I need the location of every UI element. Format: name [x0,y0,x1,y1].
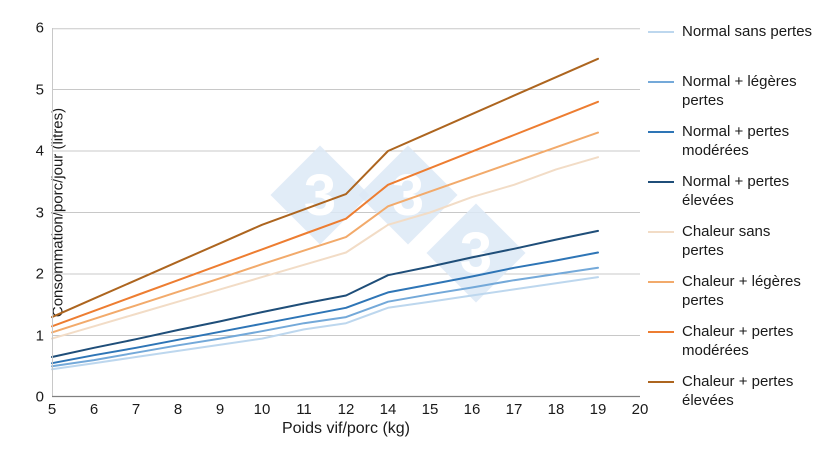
legend: Normal sans pertes Normal + légères perte… [648,22,816,410]
legend-item-label: Chaleur + pertes modérées [682,323,794,359]
data-line [51,57,599,319]
data-line [51,266,599,368]
legend-item: Normal sans pertes [648,22,816,60]
x-tick-label: 10 [253,401,271,418]
x-tick-label: 11 [296,401,312,418]
y-tick-label: 4 [35,142,44,160]
legend-line-swatch [648,331,674,333]
legend-item: Chaleur + légères pertes [648,272,816,310]
legend-item-label: Chaleur sans pertes [682,223,771,259]
x-tick-label: 6 [89,401,99,418]
legend-item: Chaleur + pertes élevées [648,372,816,410]
data-line [51,229,599,358]
legend-line-swatch [648,81,674,83]
legend-line-swatch [648,131,674,133]
x-tick-label: 16 [463,401,481,418]
x-tick-label: 15 [421,401,439,418]
data-line [51,131,599,334]
x-tick-label: 14 [379,401,397,418]
legend-item-label: Normal sans pertes [682,23,813,40]
y-tick-label: 3 [35,204,44,221]
legend-line-swatch [648,231,674,233]
legend-line-swatch [648,181,674,183]
x-tick-label: 18 [547,401,565,418]
legend-line-swatch [648,31,674,33]
legend-item-label: Chaleur + légères pertes [682,273,801,309]
x-tick-label: 19 [589,401,607,418]
y-tick-label: 5 [35,81,44,98]
y-tick-label: 2 [35,265,44,283]
y-tick-label: 0 [35,388,44,406]
y-tick-label: 1 [35,327,44,344]
plot-area: 3 33 [51,28,640,398]
y-tick-label: 6 [35,19,44,37]
data-line [51,100,599,328]
legend-item: Normal + pertes élevées [648,172,816,210]
legend-item: Normal + légères pertes [648,72,816,110]
x-tick-label: 7 [131,401,141,418]
legend-line-swatch [648,281,674,283]
x-tick-label: 9 [215,401,225,418]
legend-line-swatch [648,381,674,383]
legend-item: Normal + pertes modérées [648,122,816,160]
legend-item-label: Chaleur + pertes élevées [682,373,794,409]
data-line [51,251,599,365]
x-tick-label: 5 [47,401,57,418]
data-line [51,156,599,340]
x-tick-label: 12 [337,401,355,418]
x-axis-title: Poids vif/porc (kg) [281,420,411,437]
x-tick-label: 20 [631,401,649,418]
legend-item: Chaleur + pertes modérées [648,322,816,360]
legend-item-label: Normal + pertes modérées [682,123,790,159]
watermark-glyph: 3 [304,163,336,228]
legend-item-label: Normal + légères pertes [682,73,797,109]
data-line [51,276,599,371]
legend-item: Chaleur sans pertes [648,222,816,260]
watermark-diamond [358,145,458,245]
x-tick-label: 17 [505,401,523,418]
legend-item-label: Normal + pertes élevées [682,173,790,209]
x-tick-label: 8 [173,401,183,418]
